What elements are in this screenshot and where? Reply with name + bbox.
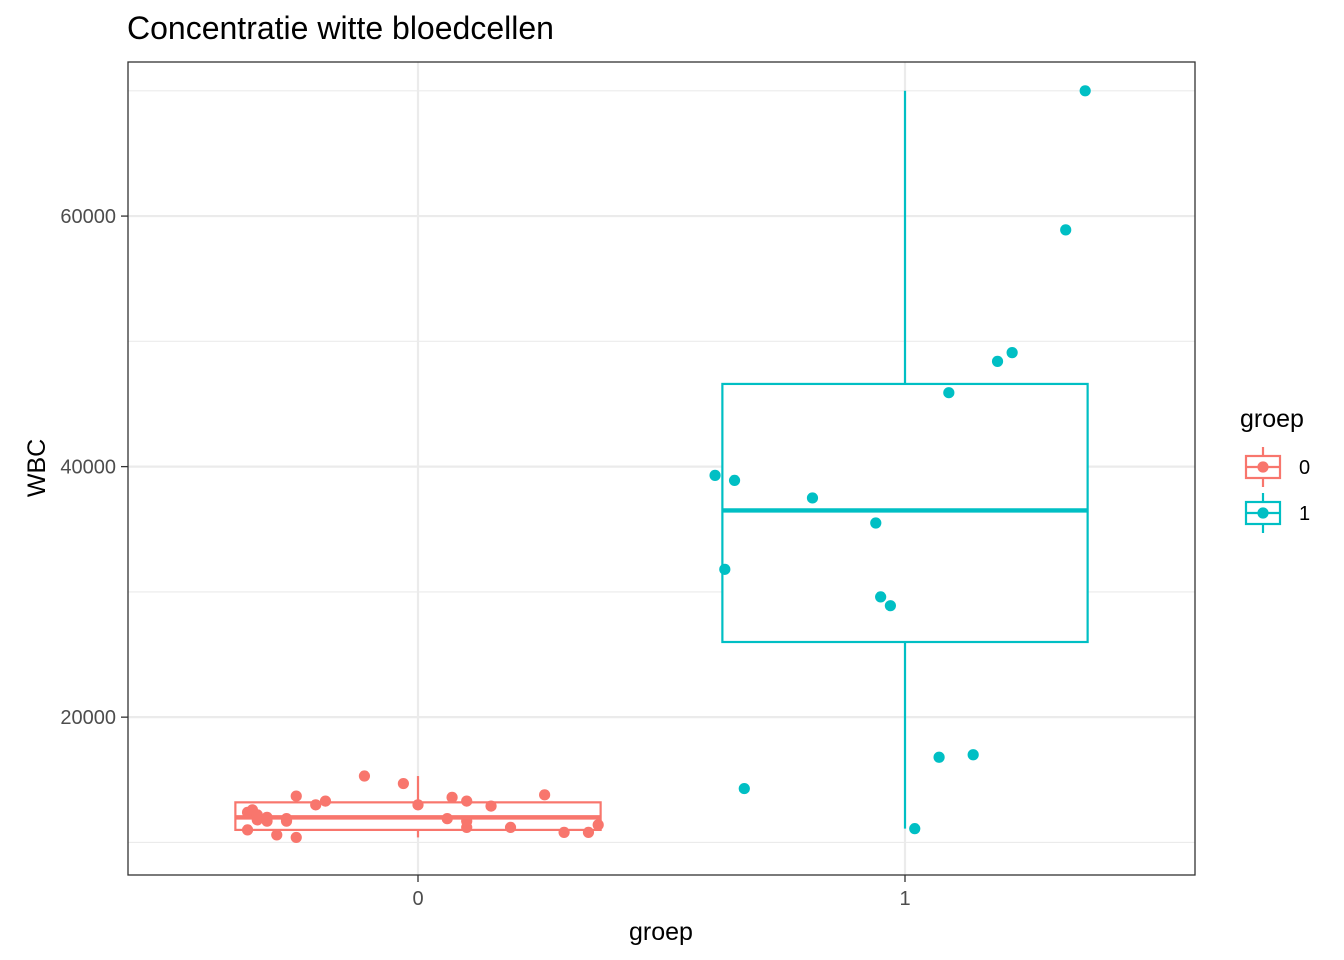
legend-key-point [1257, 461, 1269, 473]
box-body [721, 382, 1089, 644]
legend-key [1244, 493, 1282, 533]
data-point [884, 600, 896, 612]
y-axis: 20000 40000 60000 [60, 206, 128, 729]
data-point [991, 355, 1004, 367]
data-point [446, 791, 458, 803]
x-tick-label: 0 [412, 888, 423, 910]
plot-border [127, 61, 1196, 876]
data-point [592, 819, 604, 831]
data-point [870, 517, 882, 529]
data-point [261, 811, 273, 823]
boxes [234, 90, 1089, 838]
data-points [241, 85, 1091, 844]
data-point [280, 815, 293, 827]
data-point [719, 563, 731, 575]
data-point [251, 814, 263, 826]
data-point [241, 824, 254, 836]
data-point [461, 815, 473, 827]
y-tick-label: 20000 [60, 707, 116, 729]
legend-label: 1 [1299, 503, 1310, 525]
data-point [558, 826, 570, 839]
legend-key-point [1257, 507, 1269, 519]
legend: groep 0 1 [1240, 405, 1310, 533]
data-point [539, 789, 551, 801]
x-axis-title: groep [629, 918, 693, 946]
data-point [290, 831, 302, 844]
data-point [290, 790, 302, 802]
data-point [319, 795, 332, 807]
data-point [909, 823, 921, 835]
data-point [967, 749, 979, 761]
data-point [738, 782, 750, 795]
plot-panel [127, 61, 1196, 876]
data-point [310, 799, 322, 811]
legend-title: groep [1240, 405, 1304, 433]
x-tick-label: 1 [899, 888, 910, 910]
data-point [1006, 347, 1018, 359]
data-point [485, 800, 497, 812]
data-point [358, 770, 371, 782]
y-tick-label: 40000 [60, 457, 116, 479]
y-axis-title: WBC [23, 439, 51, 497]
data-point [943, 387, 955, 399]
legend-key [1244, 447, 1282, 487]
y-tick-label: 60000 [60, 206, 116, 228]
legend-label: 0 [1299, 457, 1310, 479]
data-point [412, 799, 424, 811]
data-point [1079, 85, 1091, 97]
data-point [728, 474, 741, 487]
data-point [709, 469, 721, 481]
data-point [504, 821, 517, 833]
data-point [875, 591, 887, 603]
data-point [582, 826, 595, 839]
data-point [806, 492, 819, 504]
data-point [1060, 224, 1072, 236]
data-point [441, 813, 453, 825]
data-point [933, 751, 945, 763]
chart-title: Concentratie witte bloedcellen [127, 10, 554, 46]
data-point [397, 777, 409, 790]
data-point [461, 795, 473, 807]
data-point [271, 829, 283, 841]
